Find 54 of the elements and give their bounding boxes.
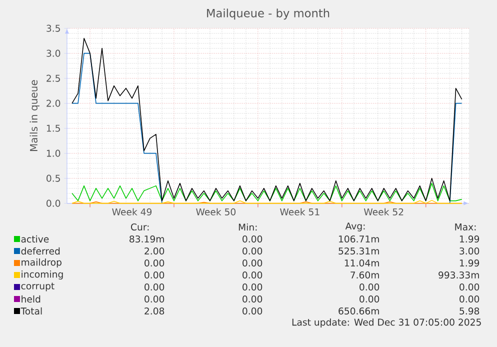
text: 0.00 <box>460 283 480 291</box>
y-tick-label: 0.5 <box>46 174 60 182</box>
text: Max: <box>455 224 476 230</box>
text: 1.99 <box>460 259 480 267</box>
text: 525.31m <box>338 247 379 255</box>
text: Min: <box>238 223 257 231</box>
text: 1.99 <box>460 235 480 243</box>
legend-label: deferred <box>21 247 60 255</box>
y-tick-label: 1.0 <box>46 150 60 157</box>
legend-label: Total <box>20 307 42 315</box>
text: 0.00 <box>242 235 262 243</box>
y-tick-label: 2.5 <box>46 74 60 82</box>
text: Last update: Wed Dec 31 07:05:00 2025 <box>292 318 481 328</box>
text: 0.00 <box>242 259 262 267</box>
text: 2.08 <box>144 307 164 315</box>
text: 0.00 <box>242 307 262 315</box>
text: 11.04m <box>344 259 379 267</box>
y-tick-label: 0.0 <box>46 200 60 207</box>
text: 0.00 <box>144 295 164 303</box>
text: 106.71m <box>339 235 379 243</box>
text: 0.00 <box>242 247 262 255</box>
legend-label: held <box>22 295 40 303</box>
text: 0.00 <box>360 283 380 291</box>
x-tick-label: Week 52 <box>364 208 404 216</box>
chart-title: Mailqueue - by month <box>207 8 330 20</box>
y-tick-label: 1.5 <box>46 124 60 132</box>
text: 2.00 <box>144 247 164 255</box>
text: 83.19m <box>130 235 164 243</box>
text: 0.00 <box>144 259 164 267</box>
text: 7.60m <box>350 271 379 279</box>
x-tick-label: Week 49 <box>112 208 152 216</box>
text: 0.00 <box>242 271 262 279</box>
text: 0.00 <box>242 295 262 303</box>
text: Cur: <box>131 223 149 231</box>
text: 0.00 <box>144 283 164 291</box>
text: 3.00 <box>460 247 480 255</box>
text: Avg: <box>345 222 365 232</box>
text: 5.98 <box>460 307 480 315</box>
x-tick-label: Week 50 <box>196 208 236 216</box>
text: 0.00 <box>144 271 164 279</box>
legend-label: active <box>21 235 49 243</box>
y-tick-label: 3.5 <box>46 24 60 32</box>
x-tick-label: Week 51 <box>280 208 320 216</box>
legend-label: incoming <box>22 270 63 280</box>
text: 0.00 <box>360 295 380 303</box>
legend-label: maildrop <box>22 258 62 268</box>
text: 650.66m <box>338 307 379 315</box>
y-axis-title: Mails in queue <box>30 80 40 151</box>
legend-label: corrupt <box>21 282 54 292</box>
text: 0.00 <box>460 295 480 303</box>
text: 0.00 <box>242 283 262 291</box>
y-tick-label: 2.0 <box>46 100 60 107</box>
y-tick-label: 3.0 <box>46 50 60 57</box>
text: 993.33m <box>438 271 479 279</box>
